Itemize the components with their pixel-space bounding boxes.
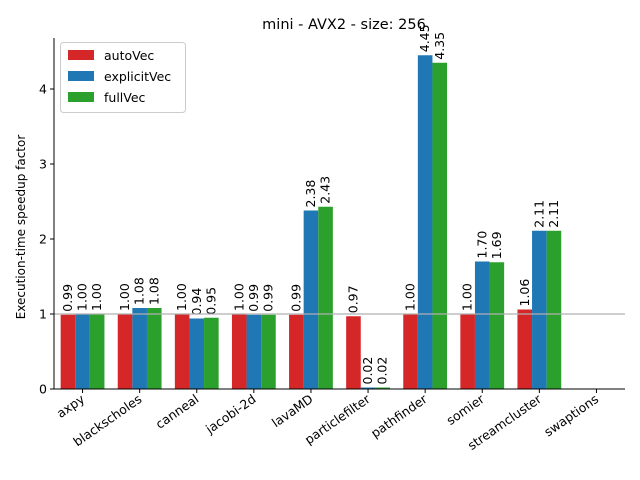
- bar-autoVec-canneal: [174, 314, 190, 389]
- bar-value-label: 2.11: [531, 200, 546, 228]
- chart-title: mini - AVX2 - size: 256: [262, 17, 426, 33]
- bar-fullVec-jacobi-2d: [261, 314, 276, 389]
- legend-swatch: [68, 71, 94, 81]
- legend-label: explicitVec: [104, 69, 171, 84]
- bar-autoVec-lavaMD: [289, 314, 304, 389]
- x-tick-label: swaptions: [541, 391, 601, 439]
- bar-explicitVec-streamcluster: [532, 230, 547, 389]
- bar-fullVec-axpy: [89, 314, 105, 389]
- x-tick-label: jacobi-2d: [202, 391, 258, 437]
- legend-label: fullVec: [104, 90, 146, 105]
- bar-value-label: 1.70: [474, 231, 489, 259]
- bar-autoVec-somier: [460, 314, 475, 389]
- bar-autoVec-blackscholes: [117, 314, 133, 389]
- bar-explicitVec-somier: [474, 261, 490, 389]
- x-tick-label: somier: [443, 391, 487, 428]
- bar-value-label: 2.43: [318, 176, 333, 204]
- bar-fullVec-somier: [489, 262, 505, 389]
- bar-value-label: 0.02: [360, 357, 375, 385]
- bar-value-label: 0.94: [189, 288, 204, 316]
- bar-autoVec-jacobi-2d: [231, 314, 247, 389]
- y-tick-label: 0: [39, 382, 47, 397]
- y-tick-label: 3: [39, 157, 47, 172]
- bar-explicitVec-pathfinder: [417, 55, 433, 389]
- bar-explicitVec-lavaMD: [303, 210, 319, 389]
- bar-fullVec-pathfinder: [432, 62, 448, 389]
- bar-autoVec-pathfinder: [403, 314, 418, 389]
- bar-value-label: 1.00: [89, 283, 104, 311]
- bar-explicitVec-particlefilter: [360, 387, 376, 389]
- bar-autoVec-particlefilter: [346, 316, 361, 389]
- bar-value-label: 1.08: [132, 277, 147, 305]
- bar-value-label: 1.00: [174, 283, 189, 311]
- bar-fullVec-canneal: [204, 317, 219, 389]
- bar-explicitVec-blackscholes: [132, 308, 147, 389]
- x-tick-label: lavaMD: [269, 391, 316, 430]
- bar-value-label: 0.95: [203, 287, 218, 315]
- bar-value-label: 0.99: [260, 284, 275, 312]
- bar-value-label: 2.38: [303, 180, 318, 208]
- bar-value-label: 0.99: [246, 284, 261, 312]
- bar-fullVec-blackscholes: [146, 308, 162, 389]
- bar-value-label: 1.06: [517, 279, 532, 307]
- bar-value-label: 4.35: [432, 32, 447, 60]
- bar-fullVec-streamcluster: [546, 230, 562, 389]
- bar-value-label: 0.99: [288, 284, 303, 312]
- bar-fullVec-particlefilter: [375, 387, 390, 389]
- legend-swatch: [68, 50, 94, 60]
- bar-value-label: 0.99: [60, 284, 75, 312]
- bar-value-label: 0.97: [345, 285, 360, 313]
- bar-value-label: 2.11: [546, 200, 561, 228]
- x-tick-label: pathfinder: [368, 391, 431, 441]
- y-tick-label: 1: [39, 307, 47, 322]
- y-tick-label: 2: [39, 232, 47, 247]
- bar-value-label: 1.00: [75, 283, 90, 311]
- bar-value-label: 1.00: [117, 283, 132, 311]
- y-axis-label: Execution-time speedup factor: [14, 135, 28, 320]
- bar-value-label: 0.02: [375, 357, 390, 385]
- bar-value-label: 1.00: [231, 283, 246, 311]
- bar-explicitVec-jacobi-2d: [246, 314, 262, 389]
- legend-swatch: [68, 92, 94, 102]
- bar-value-label: 1.00: [403, 283, 418, 311]
- bar-value-label: 1.69: [489, 231, 504, 259]
- bar-value-label: 1.00: [460, 283, 475, 311]
- bar-value-label: 1.08: [146, 277, 161, 305]
- bar-autoVec-axpy: [60, 314, 76, 389]
- bar-value-label: 4.45: [417, 24, 432, 52]
- legend-label: autoVec: [104, 48, 154, 63]
- x-tick-label: axpy: [54, 391, 88, 421]
- bar-explicitVec-canneal: [189, 318, 205, 389]
- x-tick-label: canneal: [153, 391, 202, 432]
- bar-fullVec-lavaMD: [318, 206, 333, 389]
- bar-explicitVec-axpy: [75, 314, 90, 389]
- bar-autoVec-streamcluster: [517, 309, 533, 389]
- y-tick-label: 4: [39, 82, 47, 97]
- legend: autoVec explicitVec fullVec: [60, 42, 186, 113]
